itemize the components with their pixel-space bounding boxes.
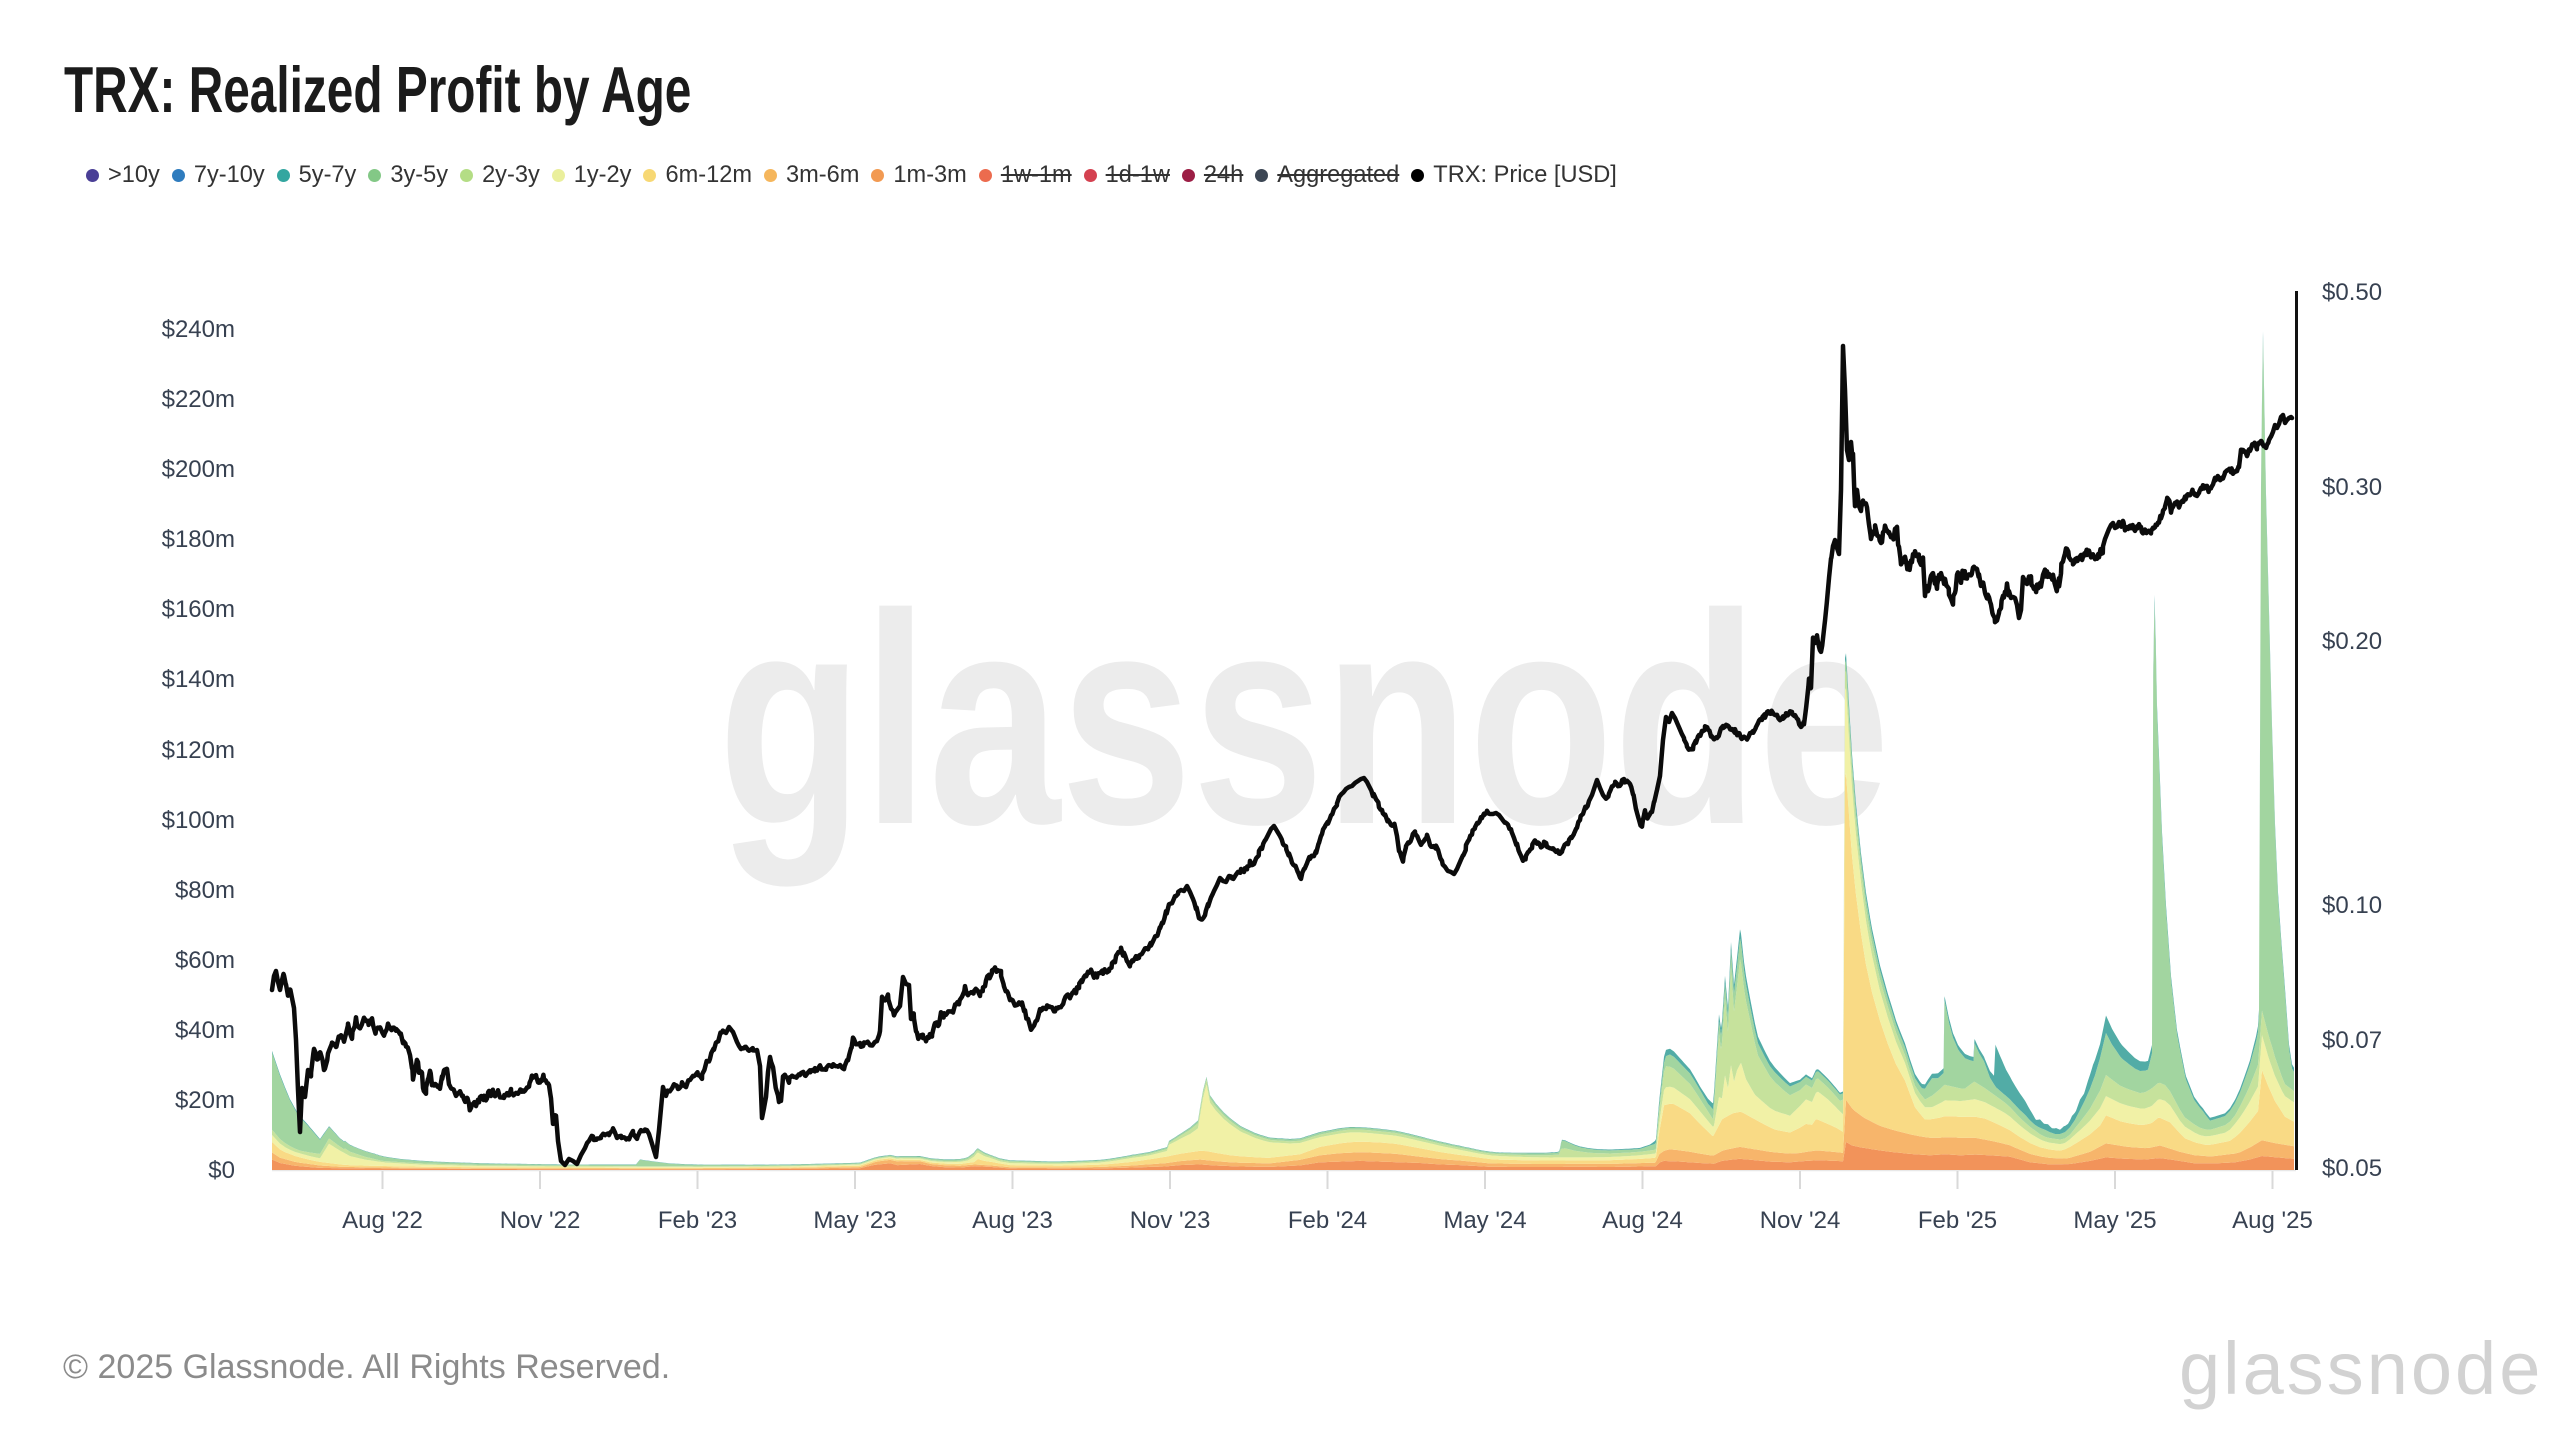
svg-text:$120m: $120m	[162, 737, 235, 764]
svg-text:Feb '23: Feb '23	[658, 1207, 737, 1234]
svg-text:$0.07: $0.07	[2322, 1027, 2382, 1054]
svg-text:Nov '23: Nov '23	[1130, 1207, 1211, 1234]
svg-text:$20m: $20m	[175, 1087, 235, 1114]
svg-text:May '25: May '25	[2073, 1207, 2156, 1234]
svg-text:$0.05: $0.05	[2322, 1155, 2382, 1182]
svg-text:$0.30: $0.30	[2322, 474, 2382, 501]
svg-text:$240m: $240m	[162, 316, 235, 343]
svg-text:$160m: $160m	[162, 596, 235, 623]
svg-text:$100m: $100m	[162, 807, 235, 834]
svg-text:$0: $0	[208, 1157, 235, 1184]
svg-text:$80m: $80m	[175, 877, 235, 904]
svg-text:May '24: May '24	[1443, 1207, 1526, 1234]
svg-text:May '23: May '23	[813, 1207, 896, 1234]
svg-text:$60m: $60m	[175, 947, 235, 974]
svg-text:Nov '24: Nov '24	[1760, 1207, 1841, 1234]
svg-text:Aug '25: Aug '25	[2232, 1207, 2313, 1234]
svg-text:$180m: $180m	[162, 526, 235, 553]
svg-text:$200m: $200m	[162, 456, 235, 483]
svg-text:$220m: $220m	[162, 386, 235, 413]
svg-text:$0.20: $0.20	[2322, 628, 2382, 655]
svg-text:Nov '22: Nov '22	[500, 1207, 581, 1234]
svg-text:Feb '24: Feb '24	[1288, 1207, 1367, 1234]
svg-text:$0.50: $0.50	[2322, 279, 2382, 306]
svg-text:Feb '25: Feb '25	[1918, 1207, 1997, 1234]
svg-text:Aug '22: Aug '22	[342, 1207, 423, 1234]
svg-text:$0.10: $0.10	[2322, 892, 2382, 919]
svg-text:Aug '23: Aug '23	[972, 1207, 1053, 1234]
svg-text:$40m: $40m	[175, 1017, 235, 1044]
svg-text:Aug '24: Aug '24	[1602, 1207, 1683, 1234]
svg-text:$140m: $140m	[162, 666, 235, 693]
svg-text:glassnode: glassnode	[718, 551, 1890, 889]
